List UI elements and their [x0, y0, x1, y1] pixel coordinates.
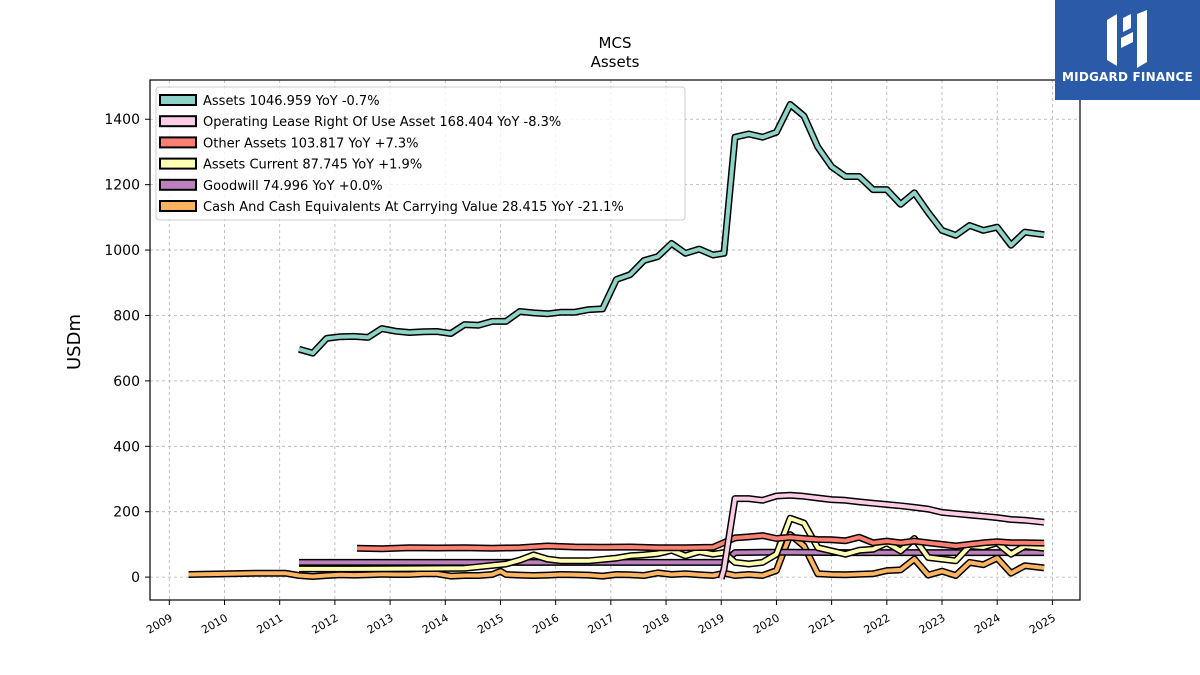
series-line — [188, 532, 1045, 579]
x-tick-label: 2019 — [696, 611, 727, 636]
legend-swatch — [159, 136, 197, 149]
x-axis: 2009 2010 2011 2012 2013 2014 2015 2016 2017 2018… — [144, 600, 1058, 637]
x-tick-label: 2012 — [310, 611, 341, 636]
x-tick-label: 2023 — [917, 611, 948, 636]
legend-label: Assets Current 87.745 YoY +1.9% — [203, 158, 422, 173]
series-line — [299, 516, 1045, 571]
x-tick-label: 2022 — [862, 611, 893, 636]
legend: Assets 1046.959 YoY -0.7% Operating Lease… — [155, 86, 686, 221]
y-tick-label: 200 — [113, 505, 140, 521]
x-tick-label: 2020 — [751, 611, 782, 636]
y-tick-label: 1000 — [104, 243, 140, 259]
y-tick-label: 1400 — [104, 112, 140, 128]
legend-swatch — [159, 115, 197, 128]
series-lines — [188, 101, 1045, 580]
legend-label: Goodwill 74.996 YoY +0.0% — [203, 179, 383, 194]
x-tick-label: 2011 — [254, 611, 285, 636]
y-tick-label: 400 — [113, 439, 140, 455]
x-tick-label: 2017 — [586, 611, 617, 636]
x-tick-label: 2013 — [365, 611, 396, 636]
x-tick-label: 2015 — [475, 611, 506, 636]
logo-text: MIDGARD FINANCE — [1062, 70, 1193, 84]
legend-label: Other Assets 103.817 YoY +7.3% — [203, 136, 419, 151]
legend-label: Operating Lease Right Of Use Asset 168.4… — [203, 115, 561, 130]
y-tick-label: 800 — [113, 308, 140, 324]
mh-monogram-icon — [1107, 10, 1147, 68]
series-line — [298, 102, 1045, 356]
plot-frame — [149, 79, 1081, 601]
series-line — [719, 493, 1045, 580]
legend-label: Assets 1046.959 YoY -0.7% — [203, 94, 380, 109]
legend-swatch — [159, 200, 197, 212]
chart-title: MCS — [599, 34, 632, 52]
midgard-finance-logo: MIDGARD FINANCE — [1055, 0, 1200, 100]
x-tick-label: 2016 — [530, 611, 561, 636]
x-tick-label: 2009 — [144, 611, 175, 636]
x-tick-label: 2021 — [806, 611, 837, 636]
y-tick-label: 600 — [113, 374, 140, 390]
y-tick-label: 0 — [131, 570, 140, 586]
legend-swatch — [159, 178, 197, 191]
x-tick-label: 2024 — [972, 611, 1003, 636]
legend-swatch — [159, 157, 197, 170]
legend-box — [155, 86, 686, 221]
chart-subtitle: Assets — [591, 53, 640, 71]
y-tick-label: 1200 — [104, 178, 140, 194]
legend-swatch — [159, 94, 197, 106]
x-tick-label: 2010 — [199, 611, 230, 636]
x-tick-label: 2018 — [641, 611, 672, 636]
series-line — [356, 533, 1045, 551]
x-tick-label: 2025 — [1027, 611, 1058, 636]
y-axis: 0 200 400 600 800 1000 1200 1400 — [104, 112, 150, 586]
x-tick-label: 2014 — [420, 611, 451, 636]
y-axis-label: USDm — [64, 314, 85, 370]
legend-label: Cash And Cash Equivalents At Carrying Va… — [203, 200, 624, 215]
